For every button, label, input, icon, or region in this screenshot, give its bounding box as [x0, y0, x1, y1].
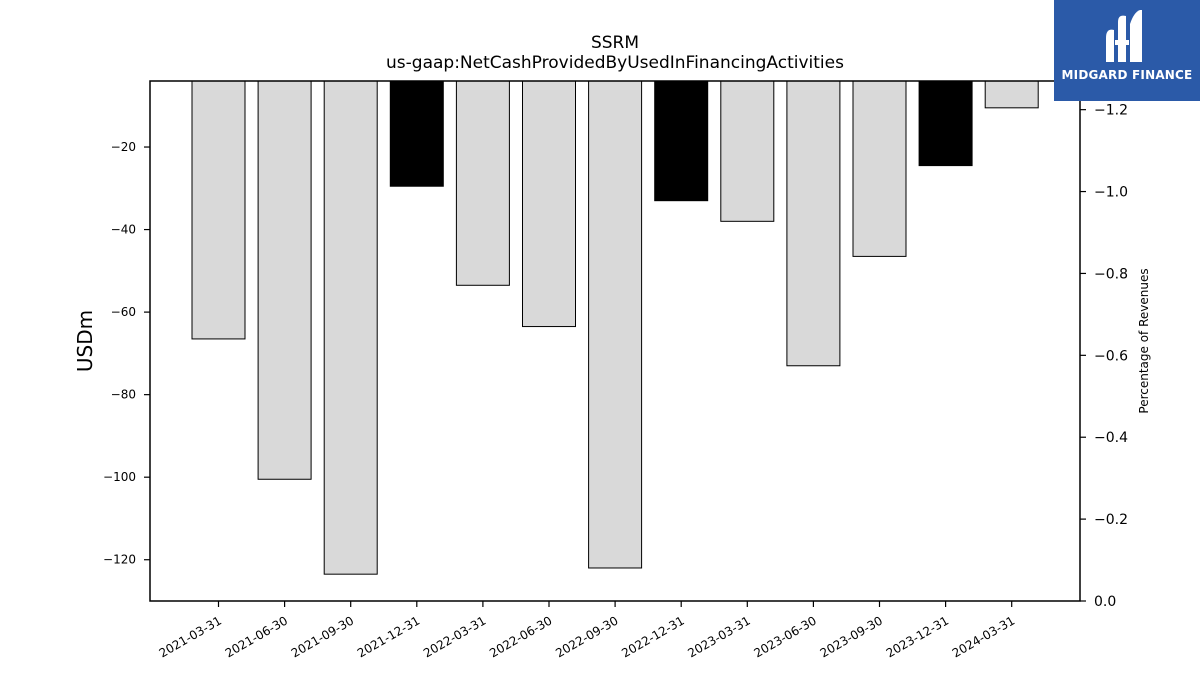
plot-frame: [149, 80, 1081, 602]
x-tick-label: 2023-09-30: [818, 613, 885, 660]
x-tick-label: 2022-12-31: [619, 613, 686, 660]
y-tick-label: −80: [111, 388, 136, 402]
y2-tick-label: −1.2: [1094, 103, 1128, 119]
y-tick-label: −60: [111, 305, 136, 319]
y2-tick-label: −0.6: [1094, 348, 1128, 364]
bar-2021-09-30: [323, 80, 378, 575]
bar-2022-09-30: [588, 80, 643, 569]
y-tick-label: −40: [111, 223, 136, 237]
y-tick-label: −20: [111, 140, 136, 154]
bar-2024-03-31: [984, 80, 1039, 109]
bar-2022-03-31: [455, 80, 510, 286]
bar-2022-06-30: [522, 80, 576, 328]
y-tick-label: −100: [103, 470, 136, 484]
logo-text: MIDGARD FINANCE: [1061, 68, 1193, 82]
x-tick-label: 2023-12-31: [884, 613, 951, 660]
bar-2023-03-31: [720, 80, 775, 222]
x-tick-label: 2021-06-30: [223, 613, 290, 660]
y2-tick-label: 0.0: [1094, 594, 1116, 610]
y2-tick-label: −1.0: [1094, 185, 1128, 201]
bar-2021-06-30: [257, 80, 312, 480]
x-tick-label: 2022-09-30: [553, 613, 620, 660]
y2-axis-label: Percentage of Revenues: [1137, 268, 1151, 413]
y2-axis-ticks: −1.2 −1.0 −0.8 −0.6 −0.4 −0.2 0.0: [1080, 103, 1128, 610]
chart-subtitle: us-gaap:NetCashProvidedByUsedInFinancing…: [386, 53, 844, 73]
midgard-finance-logo: MIDGARD FINANCE: [1054, 0, 1200, 101]
x-tick-label: 2023-03-31: [685, 613, 752, 660]
bar-2023-09-30: [852, 80, 907, 257]
y2-tick-label: −0.2: [1094, 512, 1128, 528]
midgard-m-logo-icon: [1106, 10, 1142, 63]
y-tick-label: −120: [103, 553, 136, 567]
x-tick-label: 2021-09-30: [289, 613, 356, 660]
bar-2022-12-31: [654, 80, 709, 202]
y-axis-label: USDm: [73, 310, 97, 372]
bar-2023-06-30: [786, 80, 841, 367]
y2-tick-label: −0.4: [1094, 430, 1128, 446]
bars-group: [191, 80, 1039, 575]
x-tick-label: 2021-12-31: [355, 613, 422, 660]
y-axis-ticks: −20 −40 −60 −80 −100 −120: [103, 140, 150, 567]
chart-title: SSRM: [591, 33, 639, 53]
x-tick-label: 2023-06-30: [751, 613, 818, 660]
x-tick-label: 2021-03-31: [157, 613, 224, 660]
x-tick-label: 2022-03-31: [421, 613, 488, 660]
bar-2021-03-31: [191, 80, 246, 340]
x-tick-label: 2024-03-31: [950, 613, 1017, 660]
y2-tick-label: −0.8: [1094, 266, 1128, 282]
bar-2021-12-31: [389, 80, 444, 187]
bar-2023-12-31: [918, 80, 973, 167]
x-tick-label: 2022-06-30: [487, 613, 554, 660]
x-axis-ticks: 2021-03-312021-06-302021-09-302021-12-31…: [157, 601, 1017, 660]
